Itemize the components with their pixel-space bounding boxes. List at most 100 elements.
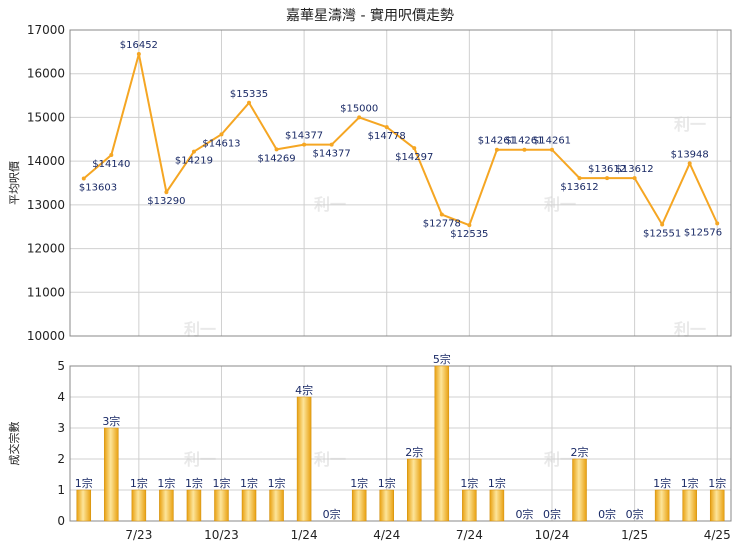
price-data-label: $13603 [79, 182, 117, 193]
volume-bar [131, 489, 147, 522]
price-data-label: $16452 [120, 40, 158, 51]
price-data-label: $12778 [423, 219, 461, 230]
volume-data-label: 1宗 [130, 476, 148, 490]
volume-bar [654, 489, 670, 522]
price-point [384, 125, 389, 130]
volume-bar [434, 365, 450, 522]
price-point [412, 146, 417, 151]
volume-bar [351, 489, 367, 522]
price-y-tick-label: 15000 [27, 110, 65, 124]
price-data-label: $14377 [313, 149, 351, 160]
price-data-label: $14219 [175, 156, 213, 167]
price-data-label: $14269 [257, 153, 295, 164]
price-data-label: $13948 [671, 149, 709, 160]
volume-y-tick-label: 4 [57, 390, 65, 404]
price-point [357, 115, 362, 120]
price-y-tick-label: 14000 [27, 154, 65, 168]
watermark-text: 利一 [184, 320, 216, 339]
price-data-label: $14377 [285, 131, 323, 142]
x-tick-label: 4/25 [704, 528, 731, 542]
price-y-tick-label: 17000 [27, 23, 65, 37]
volume-data-label: 1宗 [350, 476, 368, 490]
price-y-axis-label: 平均呎價 [7, 161, 21, 205]
price-point [219, 132, 224, 137]
volume-data-label: 3宗 [102, 414, 120, 428]
price-point [329, 142, 334, 147]
price-y-tick-label: 12000 [27, 242, 65, 256]
price-data-label: $14613 [202, 138, 240, 149]
volume-data-label: 0宗 [323, 507, 341, 521]
price-data-label: $12576 [684, 227, 722, 238]
price-data-label: $12551 [643, 228, 681, 239]
price-point [660, 222, 665, 227]
chart-title: 嘉華星濤灣 - 實用呎價走勢 [286, 7, 454, 24]
price-panel: 10000 11000 12000 13000 14000 15000 16000 17000… [7, 23, 732, 343]
x-tick-label: 10/23 [204, 528, 239, 542]
volume-data-label: 1宗 [378, 476, 396, 490]
volume-data-label: 1宗 [488, 476, 506, 490]
price-point [302, 142, 307, 147]
volume-data-label: 2宗 [571, 445, 589, 459]
price-y-tick-label: 10000 [27, 329, 65, 343]
volume-data-label: 2宗 [405, 445, 423, 459]
volume-data-label: 1宗 [653, 476, 671, 490]
price-data-label: $14261 [505, 136, 543, 147]
volume-data-label: 1宗 [212, 476, 230, 490]
price-point [81, 176, 86, 181]
volume-data-label: 1宗 [460, 476, 478, 490]
price-data-label: $15000 [340, 103, 378, 114]
volume-data-label: 0宗 [598, 507, 616, 521]
volume-data-label: 1宗 [240, 476, 258, 490]
volume-data-label: 4宗 [295, 383, 313, 397]
price-point [632, 176, 637, 181]
price-y-tick-label: 11000 [27, 285, 65, 299]
volume-bar [296, 396, 312, 522]
price-point [687, 161, 692, 166]
x-tick-label: 10/24 [535, 528, 570, 542]
volume-bar [186, 489, 202, 522]
x-tick-label: 7/24 [456, 528, 483, 542]
volume-bar [104, 427, 119, 522]
price-y-tick-label: 16000 [27, 67, 65, 81]
price-point [191, 149, 196, 154]
price-point [164, 190, 169, 195]
x-tick-label: 4/24 [373, 528, 400, 542]
volume-bar [462, 489, 477, 522]
volume-y-tick-label: 2 [57, 452, 65, 466]
volume-plot-frame [69, 365, 732, 522]
price-y-tick-label: 13000 [27, 198, 65, 212]
price-plot-frame [69, 29, 732, 337]
price-point [109, 153, 114, 158]
price-point [247, 100, 252, 105]
price-data-label: $13612 [588, 164, 626, 175]
price-data-label: $12535 [450, 229, 488, 240]
price-point [136, 51, 141, 56]
volume-data-label: 0宗 [543, 507, 561, 521]
volume-data-label: 1宗 [681, 476, 699, 490]
volume-y-tick-label: 3 [57, 421, 65, 435]
x-tick-label: 1/24 [291, 528, 318, 542]
volume-data-label: 5宗 [433, 352, 451, 366]
price-point [715, 221, 720, 226]
watermark-text: 利一 [674, 115, 706, 134]
volume-data-label: 1宗 [185, 476, 203, 490]
price-point [494, 147, 499, 152]
volume-bar [159, 489, 174, 522]
price-data-label: $14261 [533, 136, 571, 147]
volume-data-label: 0宗 [515, 507, 533, 521]
price-point [577, 176, 582, 181]
volume-bar [241, 489, 257, 522]
volume-bar [407, 458, 422, 522]
volume-bar [572, 458, 587, 522]
volume-data-label: 1宗 [75, 476, 93, 490]
volume-y-tick-label: 0 [57, 514, 65, 528]
volume-data-label: 0宗 [626, 507, 644, 521]
price-point [274, 147, 279, 152]
price-data-label: $14297 [395, 152, 433, 163]
volume-y-tick-label: 5 [57, 359, 65, 373]
volume-bar [379, 489, 394, 522]
volume-y-axis-label: 成交宗數 [7, 422, 21, 466]
price-data-label: $13290 [147, 196, 185, 207]
price-data-label: $13612 [616, 164, 654, 175]
